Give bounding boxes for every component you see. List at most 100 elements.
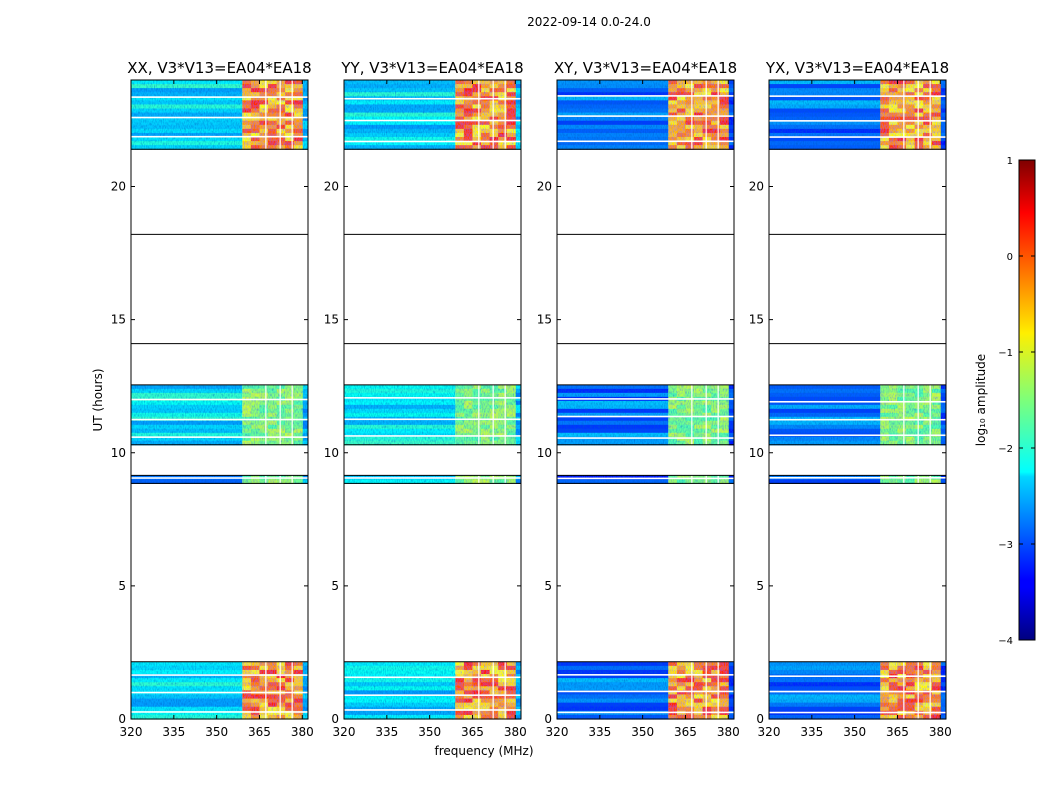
spectrum-strip — [344, 124, 456, 130]
spectrum-strip — [515, 88, 521, 93]
spectrum-strip — [557, 145, 669, 150]
spectrum-strip — [769, 132, 881, 138]
spectrum-strip — [302, 84, 308, 89]
rfi-cell — [242, 686, 252, 691]
rfi-cell — [498, 392, 508, 398]
rfi-cell — [276, 678, 286, 683]
rfi-cell — [914, 112, 924, 118]
rfi-cell — [719, 100, 729, 106]
rfi-cell — [880, 714, 890, 720]
rfi-cell — [906, 714, 916, 720]
spectrum-strip — [131, 384, 243, 390]
rfi-cell — [702, 682, 712, 687]
rfi-cell — [685, 120, 695, 126]
rfi-cell — [711, 116, 721, 122]
rfi-cell — [242, 479, 252, 484]
rfi-cell — [293, 145, 303, 150]
rfi-cell — [481, 690, 491, 696]
spectrum-strip — [344, 92, 456, 97]
rfi-cell — [276, 436, 286, 442]
flagged-channel — [279, 475, 281, 484]
rfi-cell — [668, 88, 678, 93]
colorbar-tick-label: −1 — [998, 348, 1013, 359]
rfi-cell — [463, 436, 473, 442]
rfi-cell — [906, 412, 916, 418]
rfi-cell — [676, 141, 686, 146]
spectrum-strip — [131, 132, 243, 138]
rfi-cell — [923, 408, 933, 414]
rfi-cell — [923, 686, 933, 691]
rfi-cell — [897, 392, 907, 398]
rfi-cell — [694, 674, 704, 679]
rfi-cell — [906, 694, 916, 700]
rfi-cell — [250, 124, 260, 130]
rfi-cell — [880, 396, 890, 402]
rfi-cell — [914, 392, 924, 398]
rfi-cell — [668, 100, 678, 106]
rfi-cell — [897, 436, 907, 442]
rfi-cell — [888, 479, 898, 484]
rfi-cell — [888, 396, 898, 402]
rfi-cell — [668, 682, 678, 687]
rfi-cell — [285, 408, 295, 414]
rfi-cell — [668, 112, 678, 118]
rfi-cell — [259, 674, 269, 679]
rfi-cell — [463, 686, 473, 691]
rfi-cell — [719, 706, 729, 712]
flagged-row — [344, 119, 521, 122]
rfi-cell — [455, 694, 465, 700]
rfi-cell — [250, 420, 260, 426]
rfi-cell — [914, 84, 924, 89]
rfi-cell — [668, 116, 678, 122]
flagged-row — [557, 437, 734, 439]
rfi-cell — [463, 112, 473, 118]
flagged-channel — [504, 384, 506, 445]
rfi-cell — [506, 408, 516, 414]
rfi-cell — [506, 669, 516, 675]
spectrum-strip — [302, 440, 308, 446]
rfi-cell — [711, 714, 721, 720]
rfi-cell — [711, 137, 721, 142]
flagged-row — [131, 418, 308, 421]
spectrum-strip — [557, 96, 669, 101]
rfi-cell — [880, 96, 890, 101]
rfi-cell — [472, 424, 482, 430]
rfi-cell — [880, 404, 890, 410]
rfi-cell — [702, 132, 712, 138]
x-tick-label: 350 — [843, 725, 866, 739]
rfi-cell — [242, 96, 252, 101]
rfi-cell — [268, 132, 278, 138]
rfi-cell — [276, 710, 286, 716]
flagged-row — [769, 136, 946, 138]
rfi-cell — [914, 96, 924, 101]
rfi-cell — [897, 714, 907, 720]
rfi-cell — [250, 669, 260, 675]
rfi-cell — [250, 100, 260, 106]
rfi-cell — [931, 108, 941, 114]
rfi-cell — [268, 116, 278, 122]
spectrum-strip — [557, 690, 669, 696]
spectrum-strip — [515, 669, 521, 675]
panel-title: XY, V3*V13=EA04*EA18 — [554, 59, 737, 77]
rfi-cell — [906, 408, 916, 414]
rfi-cell — [242, 88, 252, 93]
rfi-cell — [880, 440, 890, 446]
rfi-cell — [498, 112, 508, 118]
spectrum-strip — [344, 112, 456, 118]
rfi-cell — [880, 706, 890, 712]
rfi-cell — [888, 80, 898, 85]
flagged-row — [344, 709, 521, 711]
rfi-cell — [293, 384, 303, 390]
rfi-cell — [676, 420, 686, 426]
rfi-cell — [472, 124, 482, 130]
flagged-channel — [492, 80, 494, 150]
rfi-cell — [481, 479, 491, 484]
rfi-cell — [923, 436, 933, 442]
rfi-cell — [276, 145, 286, 150]
rfi-cell — [472, 408, 482, 414]
spectrum-strip — [769, 124, 881, 130]
rfi-cell — [285, 412, 295, 418]
rfi-cell — [685, 706, 695, 712]
rfi-cell — [719, 404, 729, 410]
flagged-channel — [691, 384, 693, 445]
